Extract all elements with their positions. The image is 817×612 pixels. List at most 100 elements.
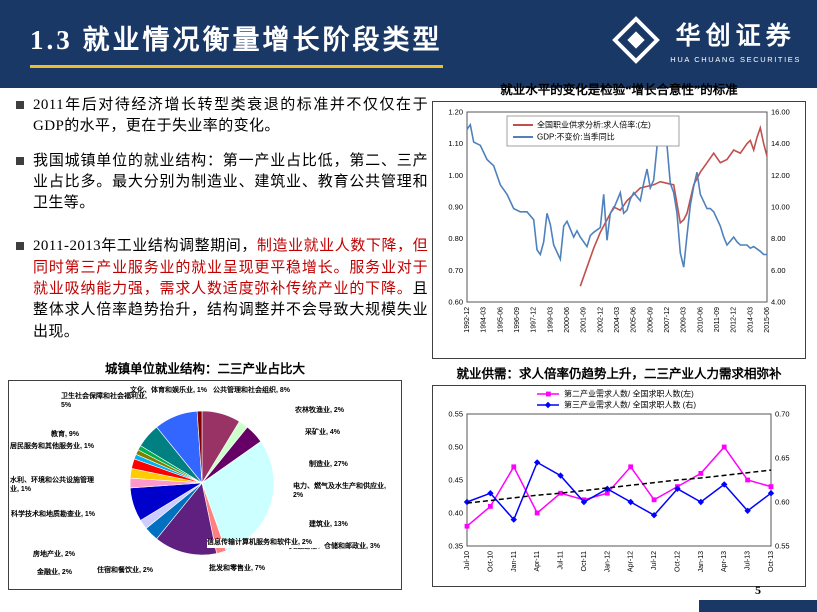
bullet-item-3: 2011-2013年工业结构调整期间，制造业就业人数下降，但同时第三产业服务业的… bbox=[16, 236, 428, 342]
svg-text:1992-12: 1992-12 bbox=[464, 307, 471, 333]
svg-text:0.60: 0.60 bbox=[448, 298, 463, 307]
bullet-item-2: 我国城镇单位的就业结构：第一产业占比低，第二、三产业占比多。最大分别为制造业、建… bbox=[16, 151, 428, 215]
pie-label: 建筑业, 13% bbox=[309, 521, 379, 530]
svg-text:0.80: 0.80 bbox=[448, 234, 463, 243]
svg-text:2002-12: 2002-12 bbox=[597, 307, 604, 333]
pie-label: 金融业, 2% bbox=[37, 569, 97, 578]
svg-text:2001-09: 2001-09 bbox=[581, 307, 588, 333]
svg-text:0.70: 0.70 bbox=[775, 410, 790, 419]
svg-text:Jan-11: Jan-11 bbox=[511, 551, 518, 572]
svg-text:Jul-13: Jul-13 bbox=[745, 551, 752, 570]
employment-level-chart-section: 就业水平的变化是检验“增长合意性”的标准 0.60 0.70 0.80 0.90 1.0… bbox=[432, 79, 806, 359]
svg-text:16.00: 16.00 bbox=[771, 108, 790, 117]
svg-text:Jan-12: Jan-12 bbox=[604, 551, 611, 573]
svg-text:1999-03: 1999-03 bbox=[547, 307, 554, 333]
svg-text:第三产业需求人数/ 全国求职人数 (右): 第三产业需求人数/ 全国求职人数 (右) bbox=[564, 400, 696, 410]
svg-text:第二产业需求人数/ 全国求职人数(左): 第二产业需求人数/ 全国求职人数(左) bbox=[564, 389, 694, 399]
svg-text:Oct-12: Oct-12 bbox=[674, 551, 681, 572]
svg-text:2012-12: 2012-12 bbox=[731, 307, 738, 333]
svg-text:2004-03: 2004-03 bbox=[614, 307, 621, 333]
svg-text:Apr-13: Apr-13 bbox=[721, 551, 728, 572]
bullet3-black-tail: 且整体求人倍率趋势抬升，结构调整并不会导致大规模失业出现。 bbox=[33, 281, 428, 340]
pie-label: 交通运输、仓储和邮政业, 3% bbox=[289, 543, 393, 552]
pie-label: 教育, 9% bbox=[51, 431, 111, 440]
svg-text:0.50: 0.50 bbox=[448, 443, 463, 452]
svg-text:0.40: 0.40 bbox=[448, 509, 463, 518]
svg-text:2006-09: 2006-09 bbox=[647, 307, 654, 333]
pie-label: 农林牧渔业, 2% bbox=[295, 407, 395, 416]
pie-label: 公共管理和社会组织, 8% bbox=[213, 387, 299, 396]
pie-label: 科学技术和地质勘查业, 1% bbox=[11, 511, 96, 520]
pie-label: 文化、体育和娱乐业, 1% bbox=[121, 387, 207, 396]
svg-text:Jan-13: Jan-13 bbox=[698, 551, 705, 573]
svg-text:6.00: 6.00 bbox=[771, 266, 786, 275]
pie-chart-frame: 文化、体育和娱乐业, 1% 公共管理和社会组织, 8% 农林牧渔业, 2% 采矿… bbox=[8, 380, 402, 590]
bottom-chart-canvas: 0.35 0.40 0.45 0.50 0.55 0.55 0.60 0.65 0.70 Jul-… bbox=[448, 389, 790, 573]
bottom-chart-frame: 0.35 0.40 0.45 0.50 0.55 0.55 0.60 0.65 0.70 Jul-… bbox=[432, 385, 806, 587]
company-logo: 华创证券 HUA CHUANG SECURITIES bbox=[611, 15, 801, 65]
pie-label: 卫生社会保障和社会福利业, 5% bbox=[61, 393, 157, 411]
svg-text:2000-06: 2000-06 bbox=[564, 307, 571, 333]
svg-text:GDP:不变价:当季同比: GDP:不变价:当季同比 bbox=[537, 132, 615, 142]
svg-text:0.90: 0.90 bbox=[448, 203, 463, 212]
svg-text:0.45: 0.45 bbox=[448, 476, 463, 485]
top-chart-canvas: 0.60 0.70 0.80 0.90 1.00 1.10 1.20 4.00 6.00 8.00… bbox=[448, 108, 790, 333]
svg-text:10.00: 10.00 bbox=[771, 203, 790, 212]
svg-text:2005-06: 2005-06 bbox=[631, 307, 638, 333]
pie-label: 居民服务和其他服务业, 1% bbox=[10, 443, 95, 452]
page-number: 5 bbox=[755, 583, 761, 597]
page-title: 1.3 就业情况衡量增长阶段类型 bbox=[30, 18, 443, 68]
svg-text:12.00: 12.00 bbox=[771, 171, 790, 180]
svg-text:2010-06: 2010-06 bbox=[697, 307, 704, 333]
pie-label: 批发和零售业, 7% bbox=[209, 565, 309, 574]
svg-text:Jul-10: Jul-10 bbox=[464, 551, 471, 570]
bullet3-red-highlight: 制造业就业人数下降，但同时第三产业服务业的就业呈现更平稳增长。服务业对于就业吸纳… bbox=[33, 238, 428, 298]
svg-text:0.55: 0.55 bbox=[448, 410, 463, 419]
svg-text:Jul-12: Jul-12 bbox=[651, 551, 658, 570]
svg-text:Apr-12: Apr-12 bbox=[628, 551, 635, 572]
bullet-text-1: 2011年后对待经济增长转型类衰退的标准并不仅仅在于GDP的水平，更在于失业率的… bbox=[33, 97, 428, 135]
svg-text:0.60: 0.60 bbox=[775, 498, 790, 507]
pie-chart-canvas bbox=[129, 410, 275, 556]
svg-text:全国职业供求分析:求人倍率:(左): 全国职业供求分析:求人倍率:(左) bbox=[537, 120, 651, 130]
svg-text:0.55: 0.55 bbox=[775, 542, 790, 551]
svg-text:2015-06: 2015-06 bbox=[764, 307, 771, 333]
svg-text:Oct-13: Oct-13 bbox=[768, 551, 775, 572]
bullet3-black-lead: 2011-2013年工业结构调整期间， bbox=[33, 238, 257, 255]
pie-label: 住宿和餐饮业, 2% bbox=[97, 567, 189, 576]
svg-text:4.00: 4.00 bbox=[771, 298, 786, 307]
logo-english-name: HUA CHUANG SECURITIES bbox=[670, 55, 801, 64]
bullet-square-icon bbox=[16, 242, 24, 251]
svg-text:14.00: 14.00 bbox=[771, 139, 790, 148]
svg-text:0.70: 0.70 bbox=[448, 266, 463, 275]
svg-text:0.65: 0.65 bbox=[775, 454, 790, 463]
bottom-chart-title: 就业供需：求人倍率仍趋势上升，二三产业人力需求相弥补 bbox=[456, 367, 782, 381]
svg-text:1.20: 1.20 bbox=[448, 108, 463, 117]
slide-header: 1.3 就业情况衡量增长阶段类型 华创证券 HUA CHUANG SECURIT… bbox=[0, 0, 817, 88]
bullet-square-icon bbox=[16, 156, 24, 165]
svg-text:Oct-10: Oct-10 bbox=[487, 551, 494, 572]
bullet-list: 2011年后对待经济增长转型类衰退的标准并不仅仅在于GDP的水平，更在于失业率的… bbox=[16, 95, 428, 356]
svg-text:Apr-11: Apr-11 bbox=[534, 551, 541, 572]
svg-text:1996-09: 1996-09 bbox=[514, 307, 521, 333]
huachuang-logo-icon bbox=[612, 16, 661, 64]
svg-text:1.10: 1.10 bbox=[448, 139, 463, 148]
svg-text:Jul-11: Jul-11 bbox=[558, 551, 565, 570]
pie-chart-section: 城镇单位就业结构：二三产业占比大 文化、体育和娱乐业, 1% 公共管理和社会组织… bbox=[8, 358, 402, 590]
svg-text:1.00: 1.00 bbox=[448, 171, 463, 180]
pie-label: 房地产业, 2% bbox=[33, 551, 103, 560]
svg-text:1997-12: 1997-12 bbox=[531, 307, 538, 333]
svg-text:2009-03: 2009-03 bbox=[681, 307, 688, 333]
svg-text:1994-03: 1994-03 bbox=[481, 307, 488, 333]
bullet-text-2: 我国城镇单位的就业结构：第一产业占比低，第二、三产业占比多。最大分别为制造业、建… bbox=[33, 152, 428, 212]
svg-text:1995-06: 1995-06 bbox=[497, 307, 504, 333]
pie-label: 电力、燃气及水生产和供应业, 2% bbox=[293, 483, 395, 501]
footer-corner-bar bbox=[699, 600, 817, 612]
svg-text:2007-12: 2007-12 bbox=[664, 307, 671, 333]
svg-text:8.00: 8.00 bbox=[771, 234, 786, 243]
svg-text:Oct-11: Oct-11 bbox=[581, 551, 588, 572]
logo-chinese-name: 华创证券 bbox=[675, 22, 796, 50]
svg-text:0.35: 0.35 bbox=[448, 542, 463, 551]
top-chart-frame: 0.60 0.70 0.80 0.90 1.00 1.10 1.20 4.00 6.00 8.00… bbox=[432, 101, 806, 359]
